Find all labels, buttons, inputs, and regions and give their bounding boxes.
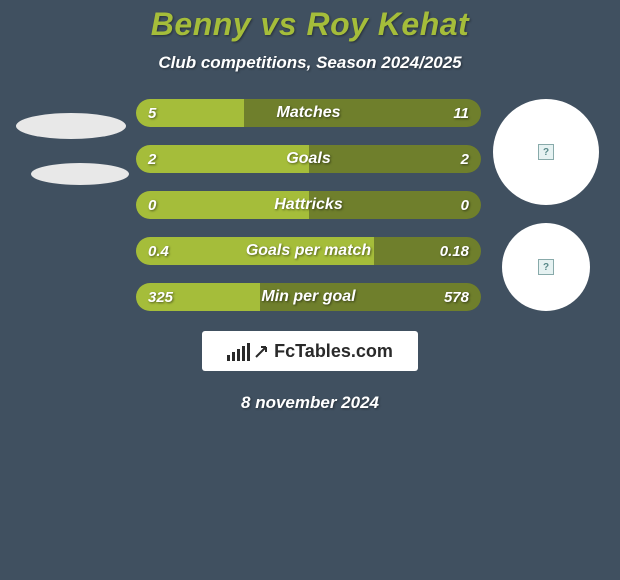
logo-bar-icon: [237, 349, 240, 361]
page-title: Benny vs Roy Kehat: [0, 6, 620, 43]
player-circle-2: ?: [502, 223, 590, 311]
right-column: ? ?: [481, 99, 611, 311]
placeholder-icon-glyph: ?: [543, 262, 549, 273]
placeholder-icon: ?: [538, 259, 554, 275]
left-ellipse-2: [31, 163, 129, 185]
logo-bar-icon: [242, 346, 245, 361]
stat-label: Hattricks: [136, 191, 481, 219]
stat-label: Matches: [136, 99, 481, 127]
stat-bar: 22Goals: [136, 145, 481, 173]
title-player-right: Roy Kehat: [306, 6, 469, 42]
footer-date: 8 november 2024: [0, 393, 620, 413]
title-player-left: Benny: [151, 6, 251, 42]
player-circle-1: ?: [493, 99, 599, 205]
stat-bar: 0.40.18Goals per match: [136, 237, 481, 265]
stat-bar: 325578Min per goal: [136, 283, 481, 311]
stat-bar: 00Hattricks: [136, 191, 481, 219]
title-vs: vs: [260, 6, 297, 42]
logo-bar-icon: [247, 343, 250, 361]
left-column: [6, 99, 136, 185]
logo-bars-icon: [227, 341, 250, 361]
logo-arrow-icon: [254, 343, 270, 359]
logo-bar-icon: [227, 355, 230, 361]
subtitle: Club competitions, Season 2024/2025: [0, 53, 620, 73]
stat-label: Goals per match: [136, 237, 481, 265]
logo-bar-icon: [232, 352, 235, 361]
logo-box: FcTables.com: [202, 331, 418, 371]
left-ellipse-1: [16, 113, 126, 139]
logo-text: FcTables.com: [274, 341, 393, 362]
comparison-card: Benny vs Roy Kehat Club competitions, Se…: [0, 0, 620, 413]
stat-bar: 511Matches: [136, 99, 481, 127]
placeholder-icon: ?: [538, 144, 554, 160]
stat-label: Min per goal: [136, 283, 481, 311]
placeholder-icon-glyph: ?: [543, 147, 549, 158]
stat-label: Goals: [136, 145, 481, 173]
stat-bars: 511Matches 22Goals 00Hattricks 0.40.18Goals…: [136, 99, 481, 311]
main-row: 511Matches 22Goals 00Hattricks 0.40.18Goals…: [0, 99, 620, 311]
